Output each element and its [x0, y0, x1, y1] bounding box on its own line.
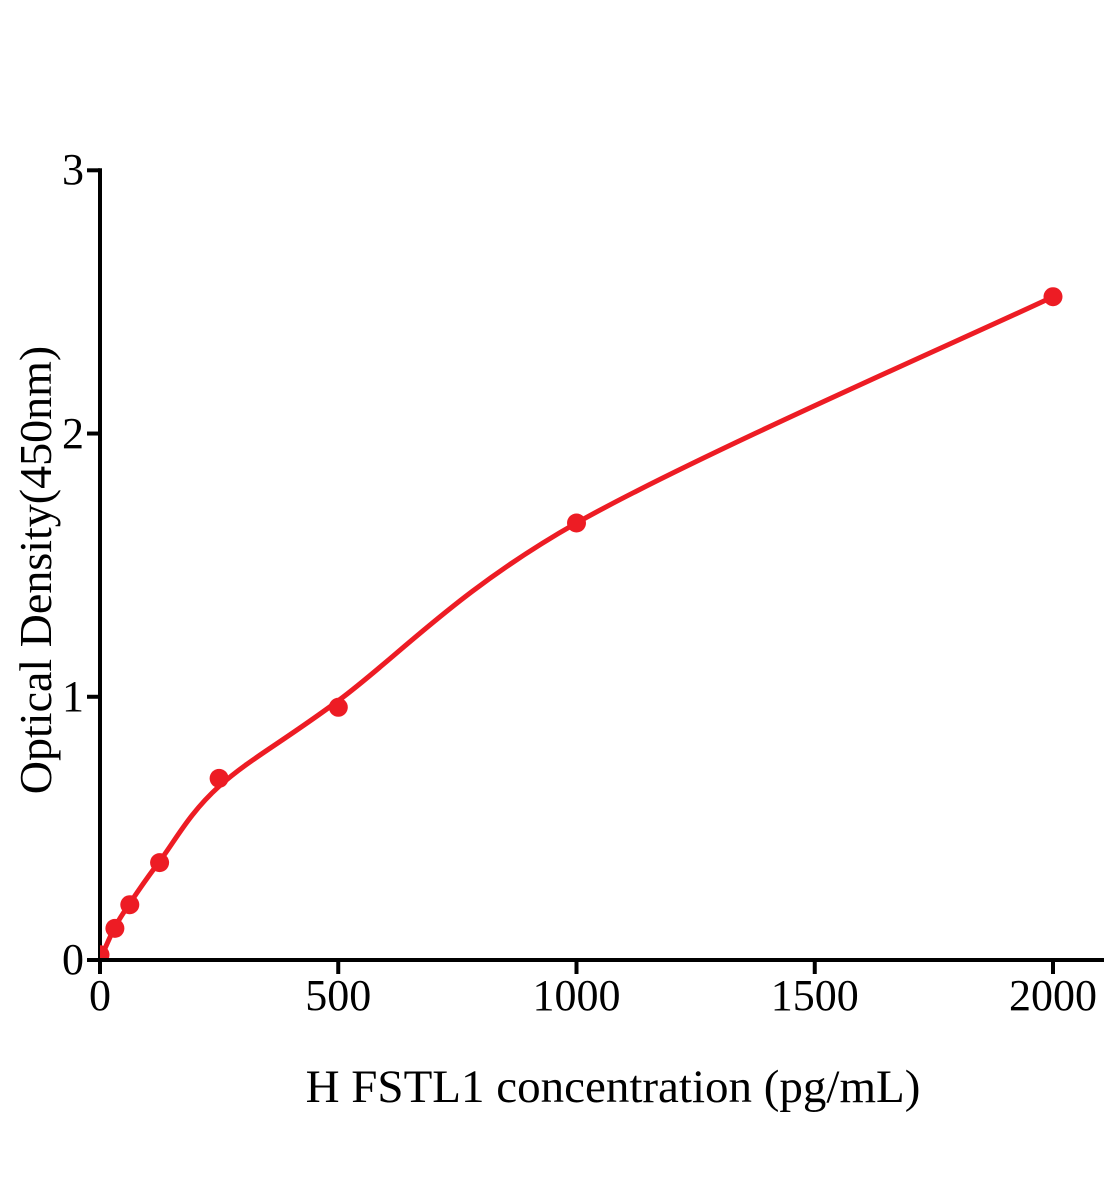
y-tick-label: 0 [62, 935, 84, 984]
x-axis-title: H FSTL1 concentration (pg/mL) [305, 1061, 921, 1113]
data-point-marker [105, 918, 125, 938]
data-point-marker [100, 945, 110, 958]
x-tick-label: 1000 [532, 971, 621, 1020]
y-tick-label: 2 [62, 408, 84, 458]
data-point-marker [150, 853, 170, 873]
y-tick-label: 1 [62, 671, 84, 721]
data-point-marker [328, 697, 348, 717]
fitted-curve-line [100, 294, 1056, 958]
x-tick-label: 2000 [1009, 971, 1097, 1020]
data-point-marker [1043, 287, 1063, 307]
data-point-marker [120, 895, 140, 915]
y-tick-label: 3 [62, 145, 84, 195]
x-tick-label: 1500 [770, 971, 859, 1020]
data-point-marker [209, 768, 229, 788]
x-tick-label: 0 [89, 971, 111, 1020]
data-point-marker [567, 513, 586, 533]
y-axis-title: Optical Density(450nm) [10, 345, 61, 795]
x-tick-label: 500 [305, 971, 372, 1020]
